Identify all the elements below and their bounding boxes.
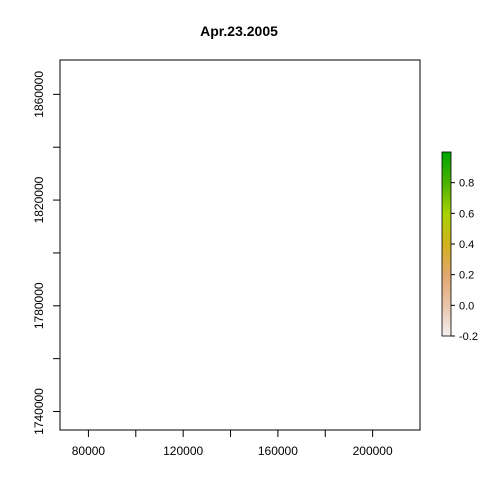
legend-color-step [442, 268, 451, 272]
legend-color-step [442, 290, 451, 294]
legend-color-step [442, 198, 451, 202]
legend-color-step [442, 296, 451, 300]
x-axis: 80000 120000 160000 200000 [72, 429, 393, 458]
legend-color-step [442, 286, 451, 291]
legend-color-step [442, 265, 451, 269]
legend-color-step [442, 329, 451, 334]
legend-color-step [442, 213, 451, 217]
legend-color-step [442, 320, 451, 325]
legend-color-step [442, 170, 451, 174]
legend-color-step [442, 247, 451, 251]
legend-tick-label: 0.6 [459, 208, 474, 220]
legend-color-step [442, 191, 451, 196]
legend-tick-label: 0.2 [459, 270, 474, 282]
legend-color-step [442, 274, 451, 279]
legend-tick-label: -0.2 [459, 331, 478, 343]
y-tick-label: 1820000 [32, 176, 46, 223]
legend-color-step [442, 204, 451, 208]
legend-color-step [442, 311, 451, 315]
legend-color-step [442, 207, 451, 211]
legend-color-step [442, 155, 451, 159]
legend-color-step [442, 302, 451, 306]
legend-color-step [442, 280, 451, 285]
legend-color-step [442, 250, 451, 254]
legend-color-step [442, 253, 451, 257]
legend-color-step [442, 164, 451, 168]
legend-color-step [442, 271, 451, 276]
legend-color-step [442, 167, 451, 171]
y-tick-label: 1740000 [32, 388, 46, 435]
legend-color-step [442, 305, 451, 309]
x-tick-label: 200000 [353, 444, 393, 458]
y-axis: 1740000 1780000 1820000 1860000 [32, 71, 61, 435]
legend-color-step [442, 234, 451, 239]
legend-color-step [442, 176, 451, 180]
legend-color-step [442, 293, 451, 297]
legend-color-step [442, 173, 451, 177]
legend-tick-label: 0.4 [459, 239, 474, 251]
legend-color-step [442, 244, 451, 248]
legend-color-step [442, 314, 451, 318]
legend-color-step [442, 240, 451, 245]
legend-color-step [442, 188, 451, 193]
legend-tick-label: 0.0 [459, 300, 474, 312]
legend-color-step [442, 237, 451, 242]
legend-color-step [442, 158, 451, 162]
legend-color-step [442, 231, 451, 236]
y-tick-label: 1860000 [32, 71, 46, 118]
legend-color-step [442, 259, 451, 263]
legend-color-step [442, 283, 451, 288]
legend-color-step [442, 225, 451, 230]
legend-color-step [442, 161, 451, 165]
plot-frame [59, 59, 421, 431]
legend-color-step [442, 262, 451, 266]
legend-color-step [442, 201, 451, 205]
legend-color-step [442, 179, 451, 184]
legend-color-step [442, 332, 451, 337]
x-tick-label: 80000 [72, 444, 106, 458]
legend-color-step [442, 323, 451, 328]
legend-color-step [442, 182, 451, 187]
legend-color-step [442, 222, 451, 226]
legend-color-step [442, 317, 451, 322]
legend-color-step [442, 219, 451, 223]
legend-color-step [442, 210, 451, 214]
legend-color-step [442, 194, 451, 199]
legend-color-step [442, 326, 451, 331]
legend-color-step [442, 308, 451, 312]
legend-color-step [442, 299, 451, 303]
legend-color-step [442, 277, 451, 282]
y-tick-label: 1780000 [32, 282, 46, 329]
chart-title: Apr.23.2005 [200, 23, 278, 39]
legend-color-step [442, 185, 451, 190]
color-legend: -0.2 0.0 0.2 0.4 0.6 0.8 [441, 151, 478, 343]
legend-color-step [442, 228, 451, 233]
legend-color-step [442, 256, 451, 260]
legend-tick-label: 0.8 [459, 178, 474, 190]
x-tick-label: 120000 [163, 444, 203, 458]
x-tick-label: 160000 [258, 444, 298, 458]
legend-color-step [442, 152, 451, 156]
legend-color-step [442, 216, 451, 220]
